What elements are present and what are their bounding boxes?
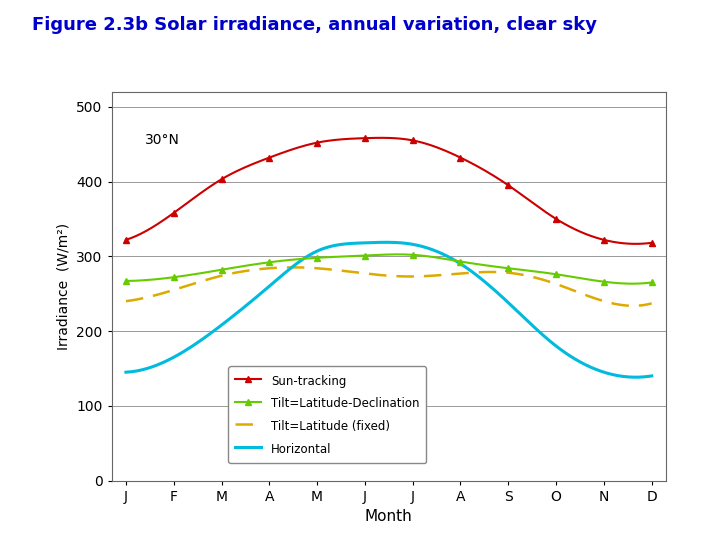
Horizontal — [153, 362, 162, 368]
Tilt=Latitude (fixed) — [122, 298, 130, 305]
Text: 30°N: 30°N — [145, 133, 180, 147]
Horizontal — [122, 369, 130, 375]
Sun-tracking — [169, 210, 178, 216]
Sun-tracking — [456, 154, 465, 161]
Tilt=Latitude-Declination — [552, 271, 560, 278]
Horizontal — [220, 320, 228, 327]
Tilt=Latitude (fixed) — [261, 265, 270, 272]
Tilt=Latitude (fixed) — [288, 264, 297, 271]
Tilt=Latitude (fixed) — [605, 299, 613, 306]
Legend: Sun-tracking, Tilt=Latitude-Declination, Tilt=Latitude (fixed), Horizontal: Sun-tracking, Tilt=Latitude-Declination,… — [228, 367, 426, 463]
Tilt=Latitude (fixed) — [220, 272, 228, 279]
Sun-tracking — [647, 240, 656, 246]
Tilt=Latitude (fixed) — [153, 292, 162, 298]
Horizontal — [143, 365, 151, 372]
Line: Tilt=Latitude-Declination: Tilt=Latitude-Declination — [123, 252, 654, 286]
Sun-tracking — [265, 154, 274, 161]
Tilt=Latitude-Declination — [217, 267, 226, 273]
Tilt=Latitude-Declination — [647, 279, 656, 286]
Tilt=Latitude (fixed) — [624, 302, 632, 309]
Horizontal — [624, 374, 632, 380]
Tilt=Latitude-Declination — [456, 258, 465, 265]
Sun-tracking — [361, 135, 369, 141]
Sun-tracking — [312, 139, 321, 146]
Tilt=Latitude-Declination — [312, 254, 321, 261]
Line: Sun-tracking: Sun-tracking — [123, 135, 654, 246]
Sun-tracking — [408, 137, 417, 144]
Sun-tracking — [122, 237, 130, 243]
Line: Tilt=Latitude (fixed): Tilt=Latitude (fixed) — [126, 267, 652, 306]
Sun-tracking — [600, 237, 608, 243]
Tilt=Latitude (fixed) — [629, 302, 637, 309]
Horizontal — [380, 239, 389, 246]
Line: Horizontal: Horizontal — [126, 242, 652, 377]
Tilt=Latitude-Declination — [504, 265, 513, 272]
Tilt=Latitude (fixed) — [647, 300, 656, 307]
Tilt=Latitude-Declination — [600, 279, 608, 285]
Horizontal — [647, 373, 656, 379]
Horizontal — [605, 370, 613, 377]
Tilt=Latitude-Declination — [265, 259, 274, 266]
Horizontal — [261, 286, 270, 292]
Tilt=Latitude-Declination — [408, 252, 417, 258]
Tilt=Latitude-Declination — [361, 252, 369, 259]
Text: Figure 2.3b Solar irradiance, annual variation, clear sky: Figure 2.3b Solar irradiance, annual var… — [32, 16, 598, 34]
Tilt=Latitude-Declination — [122, 278, 130, 284]
X-axis label: Month: Month — [365, 509, 413, 524]
Sun-tracking — [217, 176, 226, 183]
Sun-tracking — [552, 215, 560, 222]
Tilt=Latitude (fixed) — [143, 294, 151, 301]
Tilt=Latitude-Declination — [169, 274, 178, 280]
Y-axis label: Irradiance  (W/m²): Irradiance (W/m²) — [57, 222, 71, 350]
Horizontal — [631, 374, 640, 381]
Sun-tracking — [504, 182, 513, 188]
